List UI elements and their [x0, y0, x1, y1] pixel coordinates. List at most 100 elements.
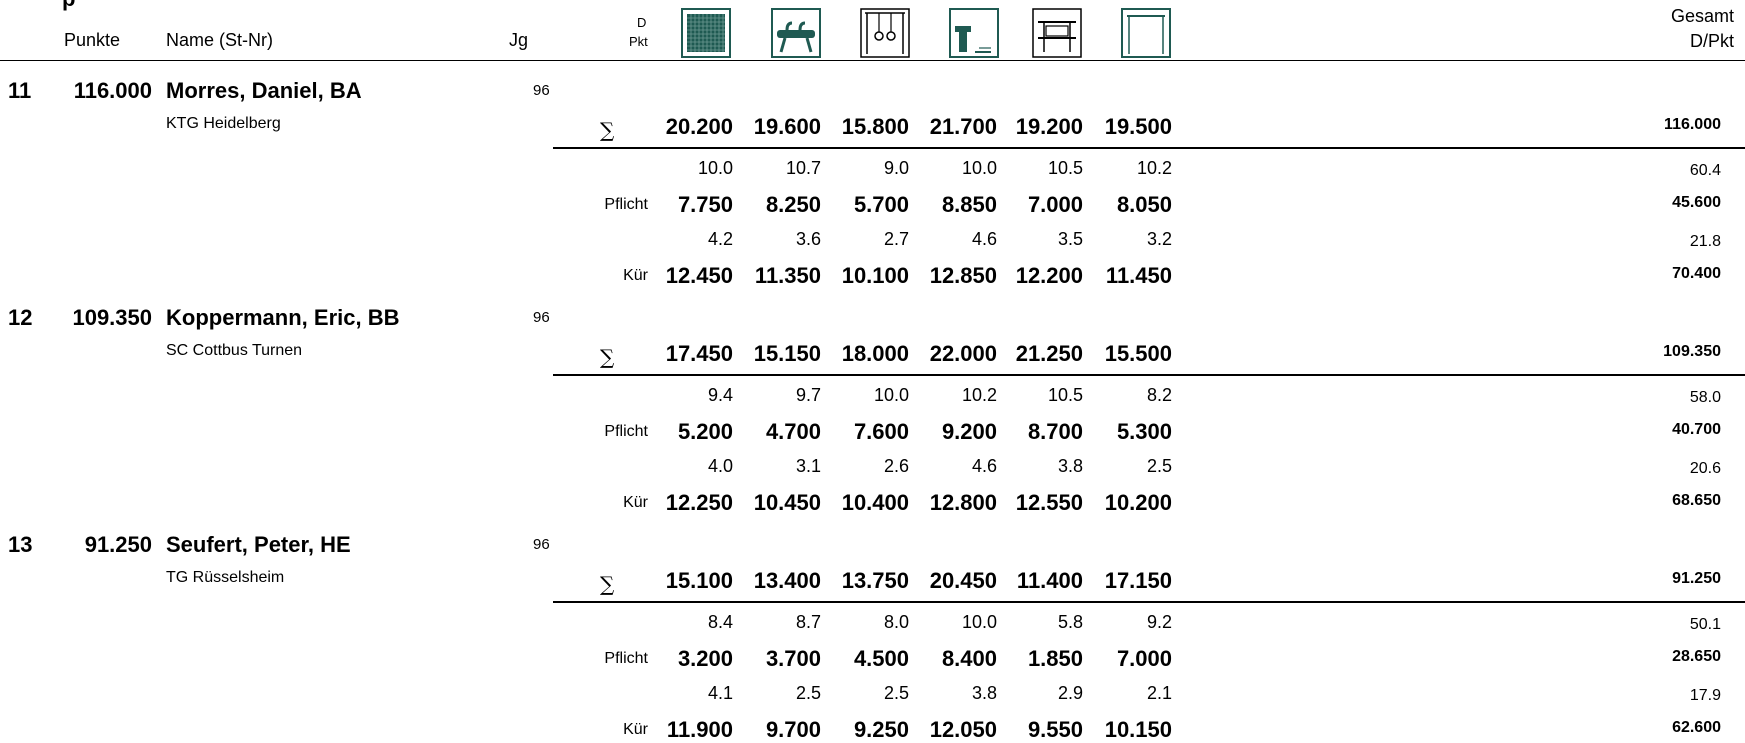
score-cell: 8.250: [765, 192, 821, 217]
score-cell: 11.400: [1016, 568, 1083, 593]
pflicht-label: Pflicht: [604, 196, 648, 213]
score-cell: 2.6: [883, 456, 909, 476]
score-cell: 18.000: [841, 341, 909, 366]
athlete-name: Morres, Daniel, BA: [166, 78, 362, 103]
score-cell: 8.2: [1146, 385, 1172, 405]
athlete-club: KTG Heidelberg: [166, 115, 281, 132]
score-cell: 10.0: [961, 158, 997, 178]
kuer-label: Kür: [623, 721, 648, 738]
col-header-gesamt: Gesamt: [1670, 6, 1734, 26]
score-cell: 13.400: [753, 568, 821, 593]
score-cell: 10.150: [1104, 717, 1172, 742]
col-header-pkt: Pkt: [629, 34, 648, 49]
athlete-year: 96: [533, 536, 550, 553]
page-title-fragment: p: [62, 0, 75, 12]
header-divider: [0, 60, 1745, 61]
score-cell: 22.000: [929, 341, 997, 366]
row-total: 116.000: [1664, 116, 1721, 133]
score-cell: 2.5: [883, 683, 909, 703]
row-total: 17.9: [1689, 687, 1721, 704]
row-total: 21.8: [1689, 233, 1721, 250]
sum-divider: [553, 147, 1745, 149]
score-cell: 20.200: [665, 114, 733, 139]
score-cell: 20.450: [929, 568, 997, 593]
score-cell: 12.800: [929, 490, 997, 515]
score-cell: 10.7: [785, 158, 821, 178]
col-header-d: D: [637, 15, 647, 30]
score-cell: 3.5: [1057, 229, 1083, 249]
score-cell: 11.450: [1105, 263, 1172, 288]
score-cell: 2.5: [795, 683, 821, 703]
score-cell: 17.150: [1104, 568, 1172, 593]
score-cell: 4.500: [853, 646, 909, 671]
score-cell: 5.300: [1116, 419, 1172, 444]
athlete-rank: 11: [8, 78, 32, 103]
score-cell: 9.550: [1027, 717, 1083, 742]
score-cell: 10.2: [1136, 158, 1172, 178]
kuer-label: Kür: [623, 267, 648, 284]
sum-symbol: ∑: [600, 345, 615, 369]
score-cell: 8.4: [707, 612, 733, 632]
score-cell: 1.850: [1027, 646, 1083, 671]
score-cell: 9.4: [707, 385, 733, 405]
score-cell: 7.000: [1116, 646, 1172, 671]
sum-symbol: ∑: [600, 118, 615, 142]
score-cell: 7.600: [853, 419, 909, 444]
row-total: 28.650: [1672, 648, 1721, 665]
row-total: 62.600: [1672, 719, 1721, 736]
score-cell: 19.600: [753, 114, 821, 139]
col-header-punkte: Punkte: [64, 30, 121, 50]
pflicht-label: Pflicht: [604, 650, 648, 667]
score-cell: 11.900: [666, 717, 733, 742]
score-cell: 8.7: [795, 612, 821, 632]
score-cell: 10.5: [1047, 158, 1083, 178]
score-cell: 3.8: [971, 683, 997, 703]
floor-icon: [681, 8, 731, 58]
sum-divider: [553, 601, 1745, 603]
score-cell: 11.350: [754, 263, 821, 288]
score-cell: 4.700: [765, 419, 821, 444]
athlete-name: Seufert, Peter, HE: [166, 532, 351, 557]
rings-icon: [860, 8, 910, 58]
row-total: 91.250: [1672, 570, 1721, 587]
score-cell: 10.450: [753, 490, 821, 515]
score-cell: 3.1: [795, 456, 821, 476]
score-cell: 2.7: [883, 229, 909, 249]
score-cell: 5.200: [677, 419, 733, 444]
row-total: 60.4: [1689, 162, 1721, 179]
score-cell: 9.0: [883, 158, 909, 178]
kuer-label: Kür: [623, 494, 648, 511]
col-header-name: Name (St-Nr): [166, 30, 273, 50]
score-cell: 2.9: [1057, 683, 1083, 703]
score-cell: 2.5: [1146, 456, 1172, 476]
score-cell: 5.8: [1057, 612, 1083, 632]
pommel-horse-icon: [771, 8, 821, 58]
score-cell: 8.850: [941, 192, 997, 217]
score-cell: 3.200: [677, 646, 733, 671]
score-cell: 10.2: [961, 385, 997, 405]
score-cell: 17.450: [665, 341, 733, 366]
score-cell: 12.250: [665, 490, 733, 515]
score-cell: 12.850: [929, 263, 997, 288]
score-cell: 8.050: [1116, 192, 1172, 217]
sum-symbol: ∑: [600, 572, 615, 596]
score-cell: 8.0: [883, 612, 909, 632]
athlete-name: Koppermann, Eric, BB: [166, 305, 400, 330]
row-total: 68.650: [1672, 492, 1721, 509]
score-cell: 15.100: [665, 568, 733, 593]
score-cell: 10.400: [841, 490, 909, 515]
row-total: 58.0: [1689, 389, 1721, 406]
score-cell: 2.1: [1146, 683, 1172, 703]
athlete-year: 96: [533, 82, 550, 99]
vault-icon: [949, 8, 999, 58]
athlete-year: 96: [533, 309, 550, 326]
score-cell: 8.700: [1027, 419, 1083, 444]
row-total: 40.700: [1672, 421, 1721, 438]
score-cell: 8.400: [941, 646, 997, 671]
score-cell: 15.800: [841, 114, 909, 139]
score-cell: 19.200: [1015, 114, 1083, 139]
athlete-club: TG Rüsselsheim: [166, 569, 285, 586]
score-cell: 10.100: [841, 263, 909, 288]
high-bar-icon: [1121, 8, 1171, 58]
score-cell: 15.150: [753, 341, 821, 366]
